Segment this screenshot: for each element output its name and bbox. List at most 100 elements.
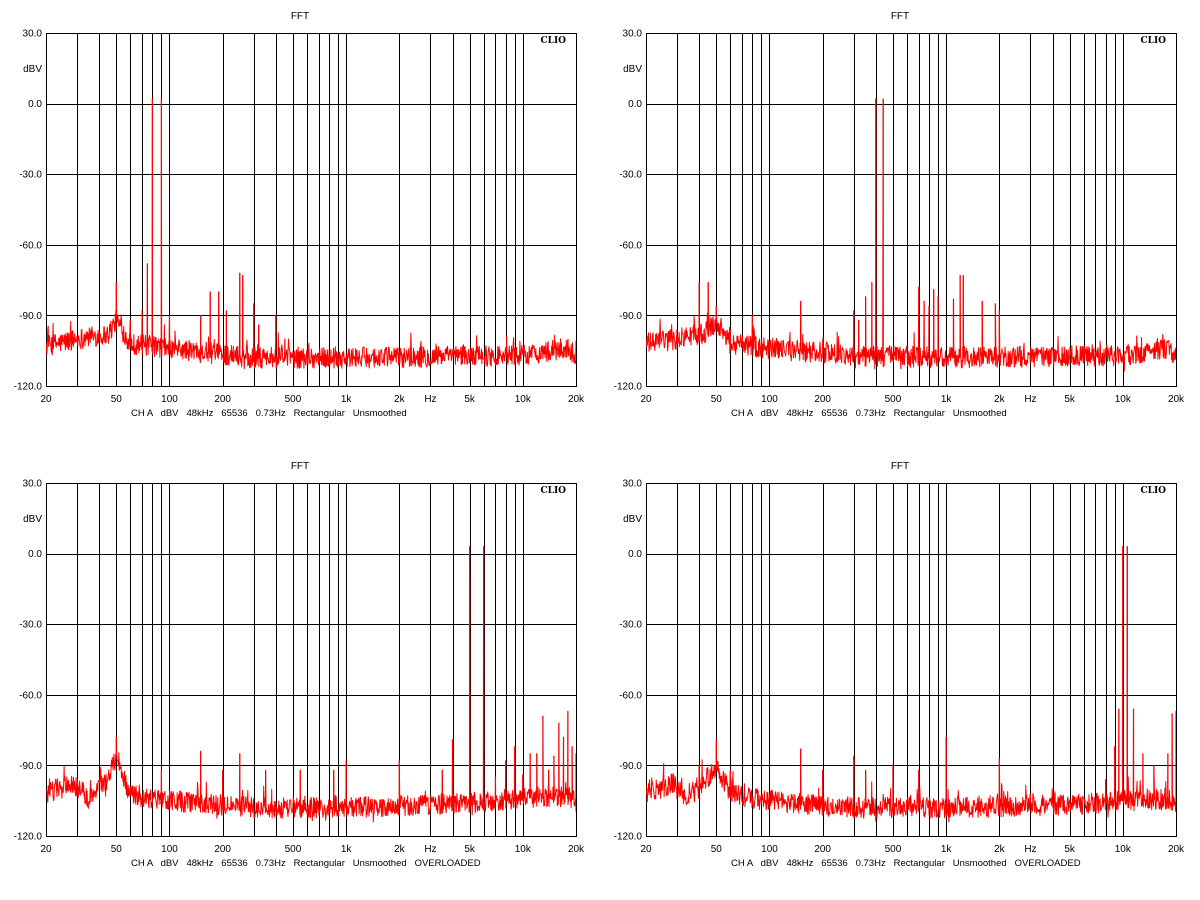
chart-title: FFT: [891, 461, 909, 472]
spectrum-trace: [46, 546, 576, 823]
y-tick-label: -120.0: [614, 832, 643, 843]
y-tick-label: -30.0: [619, 170, 642, 181]
fft-panel-bottom-left: 30.0 0.0 -30.0 -60.0 -90.0 -120.0 dBV 20 50 100 20…: [0, 450, 600, 900]
x-tick-label: 100: [761, 394, 778, 405]
y-axis-label: dBV: [23, 514, 42, 525]
y-tick-label: -60.0: [619, 240, 642, 251]
chart-title: FFT: [291, 461, 309, 472]
brand-label: CLIO: [1140, 486, 1166, 496]
y-tick-label: 0.0: [28, 99, 42, 110]
y-tick-label: -30.0: [19, 620, 42, 631]
y-tick-label: 0.0: [628, 549, 642, 560]
x-tick-label: 5k: [1064, 844, 1076, 855]
chart-title: FFT: [291, 11, 309, 22]
plot-frame: [46, 33, 577, 387]
y-tick-label: 30.0: [623, 29, 643, 40]
y-tick-label: 30.0: [23, 29, 43, 40]
measurement-caption: CH A dBV 48kHz 65536 0.73Hz Rectangular …: [731, 858, 1081, 869]
fft-panel-top-left: 30.0 0.0 -30.0 -60.0 -90.0 -120.0 dBV 20 50 100 20…: [0, 0, 600, 450]
plot-frame: [646, 483, 1177, 837]
x-axis-label: Hz: [424, 394, 436, 405]
x-tick-label: 100: [761, 844, 778, 855]
x-tick-label: 200: [214, 394, 231, 405]
x-tick-label: 2k: [994, 844, 1006, 855]
x-tick-label: 20k: [568, 844, 585, 855]
spectrum-trace: [646, 98, 1176, 372]
x-tick-label: 1k: [941, 844, 953, 855]
x-tick-label: 10k: [1115, 394, 1132, 405]
x-tick-label: 10k: [1115, 844, 1132, 855]
x-tick-label: 100: [161, 844, 178, 855]
x-tick-label: 10k: [515, 844, 532, 855]
x-axis-label: Hz: [1024, 394, 1036, 405]
fft-panel-top-right: 30.0 0.0 -30.0 -60.0 -90.0 -120.0 dBV 20 50 100 20…: [600, 0, 1200, 450]
x-tick-label: 20k: [568, 394, 585, 405]
measurement-caption: CH A dBV 48kHz 65536 0.73Hz Rectangular …: [131, 858, 481, 869]
fft-panel-bottom-right: 30.0 0.0 -30.0 -60.0 -90.0 -120.0 dBV 20 50 100 20…: [600, 450, 1200, 900]
brand-label: CLIO: [540, 36, 566, 46]
y-axis-label: dBV: [623, 64, 642, 75]
chart-title: FFT: [891, 11, 909, 22]
x-tick-label: 500: [285, 844, 302, 855]
measurement-caption: CH A dBV 48kHz 65536 0.73Hz Rectangular …: [131, 408, 407, 419]
x-axis-label: Hz: [424, 844, 436, 855]
x-tick-label: 500: [285, 394, 302, 405]
y-tick-label: 30.0: [23, 479, 43, 490]
x-tick-label: 200: [814, 844, 831, 855]
spectrum-trace: [646, 546, 1176, 823]
x-tick-label: 20k: [1168, 844, 1185, 855]
y-tick-label: -120.0: [14, 382, 43, 393]
fft-chart-svg: 30.0 0.0 -30.0 -60.0 -90.0 -120.0 dBV 20 50 100 20…: [14, 11, 585, 419]
x-tick-label: 500: [885, 844, 902, 855]
y-tick-label: -60.0: [619, 690, 642, 701]
x-tick-label: 20: [640, 844, 652, 855]
y-tick-label: -90.0: [619, 311, 642, 322]
fft-chart-svg: 30.0 0.0 -30.0 -60.0 -90.0 -120.0 dBV 20 50 100 20…: [14, 461, 585, 869]
y-tick-label: -90.0: [19, 761, 42, 772]
x-tick-label: 5k: [464, 394, 476, 405]
x-tick-label: 5k: [464, 844, 476, 855]
x-tick-label: 100: [161, 394, 178, 405]
x-tick-label: 500: [885, 394, 902, 405]
x-tick-label: 2k: [394, 394, 406, 405]
y-tick-label: -90.0: [19, 311, 42, 322]
x-tick-label: 1k: [341, 394, 353, 405]
y-tick-label: -60.0: [19, 690, 42, 701]
plot-frame: [46, 483, 577, 837]
x-tick-label: 50: [711, 394, 723, 405]
fft-chart-svg: 30.0 0.0 -30.0 -60.0 -90.0 -120.0 dBV 20 50 100 20…: [614, 461, 1185, 869]
y-tick-label: -30.0: [19, 170, 42, 181]
spectrum-trace: [46, 98, 576, 370]
x-tick-label: 1k: [341, 844, 353, 855]
y-tick-label: -60.0: [19, 240, 42, 251]
x-tick-label: 1k: [941, 394, 953, 405]
y-tick-label: 30.0: [623, 479, 643, 490]
y-tick-label: -90.0: [619, 761, 642, 772]
brand-label: CLIO: [540, 486, 566, 496]
y-tick-label: -120.0: [14, 832, 43, 843]
measurement-caption: CH A dBV 48kHz 65536 0.73Hz Rectangular …: [731, 408, 1007, 419]
x-tick-label: 200: [214, 844, 231, 855]
x-tick-label: 2k: [994, 394, 1006, 405]
x-tick-label: 200: [814, 394, 831, 405]
fft-chart-svg: 30.0 0.0 -30.0 -60.0 -90.0 -120.0 dBV 20 50 100 20…: [614, 11, 1185, 419]
y-tick-label: 0.0: [28, 549, 42, 560]
y-tick-label: -30.0: [619, 620, 642, 631]
y-axis-label: dBV: [23, 64, 42, 75]
plot-frame: [646, 33, 1177, 387]
x-tick-label: 50: [111, 394, 123, 405]
x-tick-label: 20: [640, 394, 652, 405]
x-tick-label: 5k: [1064, 394, 1076, 405]
x-tick-label: 20: [40, 394, 52, 405]
x-tick-label: 50: [711, 844, 723, 855]
y-tick-label: 0.0: [628, 99, 642, 110]
x-axis-label: Hz: [1024, 844, 1036, 855]
y-tick-label: -120.0: [614, 382, 643, 393]
x-tick-label: 2k: [394, 844, 406, 855]
x-tick-label: 20: [40, 844, 52, 855]
x-tick-label: 50: [111, 844, 123, 855]
x-tick-label: 10k: [515, 394, 532, 405]
y-axis-label: dBV: [623, 514, 642, 525]
x-tick-label: 20k: [1168, 394, 1185, 405]
brand-label: CLIO: [1140, 36, 1166, 46]
